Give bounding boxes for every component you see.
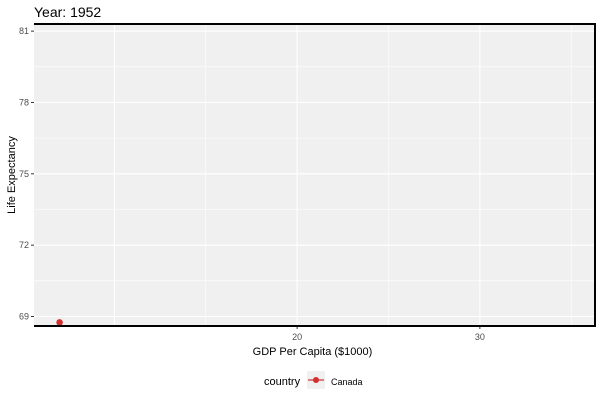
legend-title: country [264,376,301,388]
legend-key-marker [313,377,319,383]
axis-lines [34,23,596,327]
legend: country Canada [264,371,363,389]
gridlines [34,24,595,326]
legend-label-canada: Canada [331,377,363,387]
y-tick-label: 72 [19,240,29,250]
plot-panel [34,24,595,326]
x-tick-label: 30 [475,332,485,342]
y-tick-label: 75 [19,169,29,179]
x-tick-label: 20 [292,332,302,342]
y-tick-label: 69 [19,311,29,321]
y-tick-label: 81 [19,26,29,36]
y-axis-label: Life Expectancy [6,136,18,214]
y-tick-label: 78 [19,97,29,107]
chart-title: Year: 1952 [34,4,102,20]
axis-ticks: 69 72 75 78 81 20 30 [19,26,485,342]
data-point [56,319,63,326]
data-points [56,319,63,326]
x-axis-label: GDP Per Capita ($1000) [253,346,373,358]
